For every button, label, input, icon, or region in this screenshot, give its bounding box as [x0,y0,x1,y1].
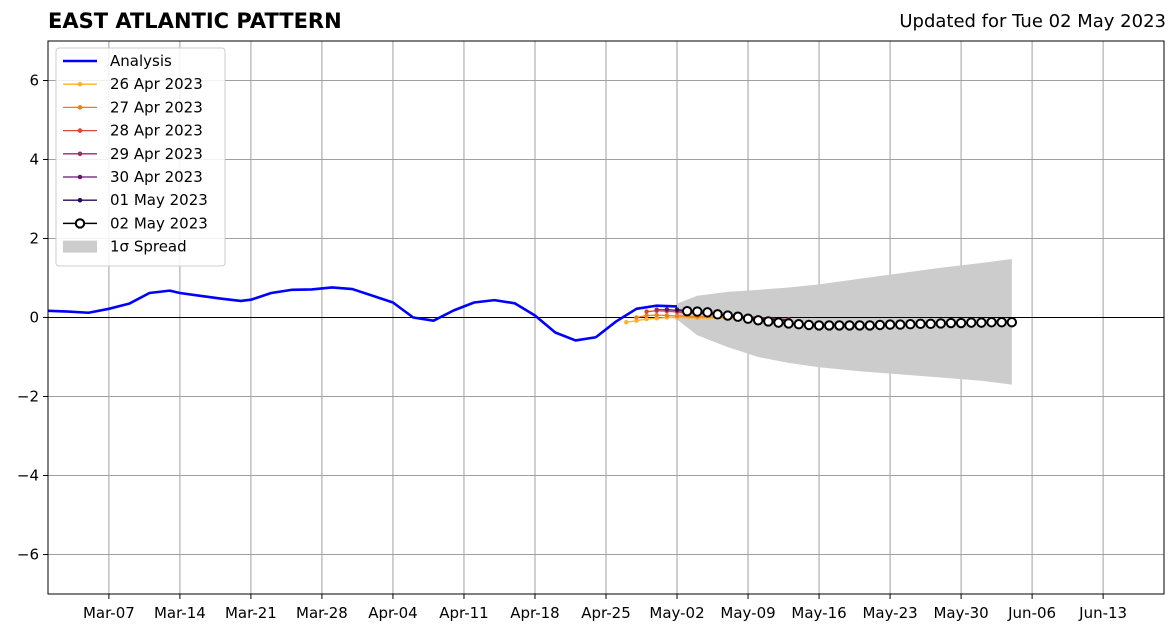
axes-layer: Mar-07 Mar-14 Mar-21 Mar-28 Apr-04 Apr-11 Apr-… [17,40,1165,622]
chart-subtitle: Updated for Tue 02 May 2023 [899,11,1166,32]
current-forecast-point [895,319,906,330]
x-tick-label: Apr-25 [581,604,631,622]
forecast-point [654,312,659,318]
current-forecast-point [813,320,825,331]
y-tick-label: −4 [17,467,39,485]
x-tick-label: May-09 [720,604,775,622]
legend-label: 28 Apr 2023 [110,122,203,140]
current-forecast-point [864,320,875,331]
series-layer [47,286,1018,342]
current-forecast-point [966,317,977,328]
legend-label: 26 Apr 2023 [110,75,203,93]
x-tick-label: Mar-21 [225,604,277,622]
current-forecast-point [915,318,926,330]
legend-layer: Analysis 26 Apr 2023 27 Apr 2023 28 Apr 202… [55,47,226,267]
current-forecast-point [935,318,946,329]
legend-marker [77,105,83,110]
spread-band [677,259,1012,385]
current-forecast-point [844,320,855,331]
legend-label: 02 May 2023 [110,214,208,232]
current-forecast-point [702,307,713,318]
current-forecast-point [824,320,835,331]
legend-label: 1σ Spread [110,238,187,256]
current-forecast-point [692,306,703,317]
current-forecast-point [834,320,845,331]
x-tick-label: Mar-28 [296,604,348,622]
current-forecast-point [773,317,784,328]
current-forecast-point [793,319,804,330]
chart-title: EAST ATLANTIC PATTERN [48,9,342,33]
current-forecast-point [803,319,815,331]
legend-box [55,47,226,267]
x-tick-label: Apr-04 [368,604,418,622]
current-forecast-point [925,318,936,330]
forecast-point [644,309,649,314]
legend-marker [77,174,83,180]
current-forecast-point [752,315,764,326]
y-tick-label: 6 [29,72,39,90]
y-tick-label: 2 [29,230,39,248]
current-forecast-point [783,318,794,329]
legend-swatch [63,240,97,253]
legend-label: 30 Apr 2023 [110,168,203,186]
current-forecast-point [884,319,896,330]
x-tick-label: May-02 [649,604,704,622]
legend-marker [77,151,83,157]
legend-marker [77,128,83,133]
forecast-point [664,307,670,312]
legend-marker [74,218,86,229]
current-forecast-point [976,317,987,328]
forecast-point [644,316,649,322]
y-tick-label: −6 [17,546,39,564]
y-tick-label: −2 [17,388,39,406]
x-tick-label: Apr-18 [510,604,560,622]
legend-marker [77,81,83,87]
y-tick-label: 0 [29,309,39,327]
x-tick-label: Jun-06 [1007,604,1056,622]
forecast-point [644,313,649,318]
analysis-line [47,286,678,342]
current-forecast-point [712,309,723,320]
current-forecast-point [854,320,865,331]
forecast-point [624,320,629,325]
current-forecast-point [1006,317,1018,328]
current-forecast-point [874,319,886,331]
legend-label: 29 Apr 2023 [110,145,203,163]
forecast-point [674,307,680,312]
spread-layer [48,259,1164,385]
x-tick-label: Mar-14 [154,604,206,622]
current-forecast-point [681,305,693,317]
x-tick-label: Mar-07 [83,604,135,622]
legend-label: Analysis [110,52,172,70]
current-forecast-point [763,316,774,327]
x-tick-label: May-23 [862,604,917,622]
forecast-point [634,315,639,320]
current-forecast-point [742,313,754,324]
forecast-point [674,313,680,319]
current-forecast-point [945,317,957,329]
current-forecast-point [955,317,967,329]
x-tick-label: May-30 [933,604,988,622]
legend-label: 27 Apr 2023 [110,98,203,116]
current-forecast-point [996,317,1007,328]
legend-label: 01 May 2023 [110,191,208,209]
current-forecast-point [905,319,916,330]
x-tick-label: May-16 [791,604,846,622]
current-forecast-point [732,311,744,322]
legend-marker [77,197,83,203]
current-forecast-point [722,310,733,321]
y-tick-label: 4 [29,151,39,169]
forecast-point [664,313,670,318]
current-forecast-point [986,317,997,328]
x-tick-label: Jun-13 [1078,604,1127,622]
forecast-point [654,307,659,312]
x-tick-label: Apr-11 [439,604,489,622]
